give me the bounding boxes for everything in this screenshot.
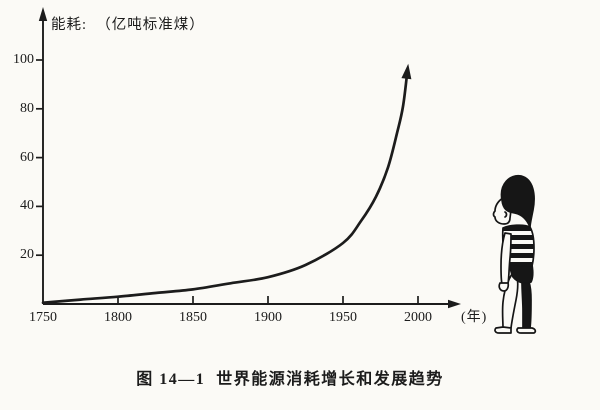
child-back-leg [521,281,532,330]
x-axis-unit: (年) [461,310,488,325]
energy-curve [41,68,409,305]
x-tick-label: 1850 [179,310,207,325]
x-tick-label: 2000 [404,310,432,325]
y-tick-label: 80 [20,100,34,116]
x-tick-label: 1800 [104,310,132,325]
y-tick-label: 100 [13,52,34,67]
child-figure-illustration [492,174,537,334]
figure-caption: 图 14—1 世界能源消耗增长和发展趋势 [136,371,444,388]
y-tick-label: 60 [20,149,34,165]
y-tick-label: 40 [20,198,34,214]
child-front-foot [494,326,512,334]
y-axis-title: 能耗: （亿吨标准煤） [51,17,205,33]
x-tick-label: 1750 [29,310,57,325]
x-tick-label: 1950 [329,310,357,325]
child-hair [500,174,535,228]
child-back-foot [516,327,537,334]
x-tick-label: 1900 [254,310,282,325]
child-hand [498,282,510,292]
y-tick-label: 20 [20,247,34,263]
child-ear [504,211,508,218]
child-shirt-stripes [502,226,535,266]
